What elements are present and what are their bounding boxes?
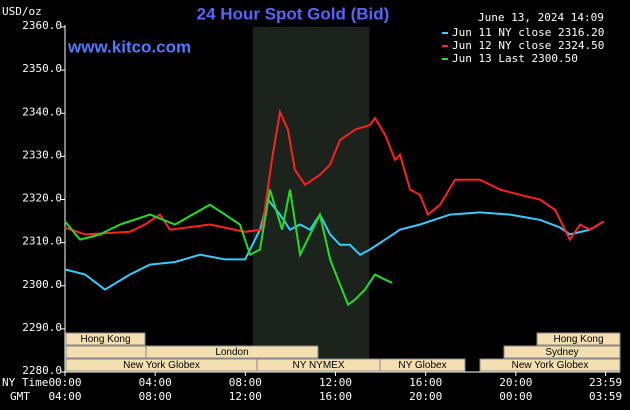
session-box	[503, 345, 621, 359]
x2-tick-label: 04:00	[48, 390, 81, 403]
nymex-shade	[252, 27, 370, 372]
plot-area	[61, 25, 621, 376]
y-tick-label: 2280.0	[22, 364, 62, 377]
y-tick-label: 2300.0	[22, 278, 62, 291]
session-label: NY NYMEX	[292, 360, 344, 371]
session-label: Sydney	[545, 347, 578, 358]
session-box	[65, 345, 147, 359]
x-tick-label: 16:00	[409, 376, 442, 389]
x2-tick-label: 03:59	[589, 390, 622, 403]
x-tick-label: 20:00	[499, 376, 532, 389]
series-line	[64, 108, 605, 242]
x2-tick-label: 12:00	[229, 390, 262, 403]
legend-entry: Jun 13 Last 2300.50	[452, 52, 578, 65]
session-box	[479, 358, 621, 372]
session-box	[145, 345, 319, 359]
y-tick-label: 2320.0	[22, 192, 62, 205]
x-tick-label: 04:00	[139, 376, 172, 389]
watermark: www.kitco.com	[67, 37, 191, 56]
session-label: New York Globex	[512, 360, 589, 371]
x2-axis-label: GMT	[10, 390, 30, 403]
legend-entry: Jun 12 NY close 2324.50	[452, 39, 604, 52]
session-label: Hong Kong	[553, 334, 603, 345]
y-tick-label: 2290.0	[22, 321, 62, 334]
session-label: Hong Kong	[80, 334, 130, 345]
session-box	[536, 332, 621, 346]
y-tick-label: 2360.0	[22, 19, 62, 32]
series-line	[64, 197, 605, 291]
series-line	[64, 189, 393, 307]
y-tick-label: 2340.0	[22, 105, 62, 118]
y-tick-label: 2350.0	[22, 62, 62, 75]
timestamp: June 13, 2024 14:09	[478, 11, 604, 24]
session-box	[65, 332, 146, 346]
x-tick-label: 00:00	[48, 376, 81, 389]
session-label: New York Globex	[123, 360, 200, 371]
x-axis-label: NY Time	[2, 376, 48, 389]
y-tick-label: 2310.0	[22, 235, 62, 248]
y-axis-label: USD/oz	[2, 5, 42, 18]
session-label: London	[215, 347, 248, 358]
x-tick-label: 23:59	[589, 376, 622, 389]
x-tick-label: 08:00	[229, 376, 262, 389]
y-tick-label: 2330.0	[22, 148, 62, 161]
x-tick-label: 12:00	[319, 376, 352, 389]
session-label: NY Globex	[398, 360, 446, 371]
session-box	[379, 358, 466, 372]
chart-title: 24 Hour Spot Gold (Bid)	[197, 4, 390, 23]
x2-tick-label: 08:00	[139, 390, 172, 403]
x2-tick-label: 20:00	[409, 390, 442, 403]
x2-tick-label: 00:00	[499, 390, 532, 403]
x2-tick-label: 16:00	[319, 390, 352, 403]
legend-entry: Jun 11 NY close 2316.20	[452, 26, 604, 39]
